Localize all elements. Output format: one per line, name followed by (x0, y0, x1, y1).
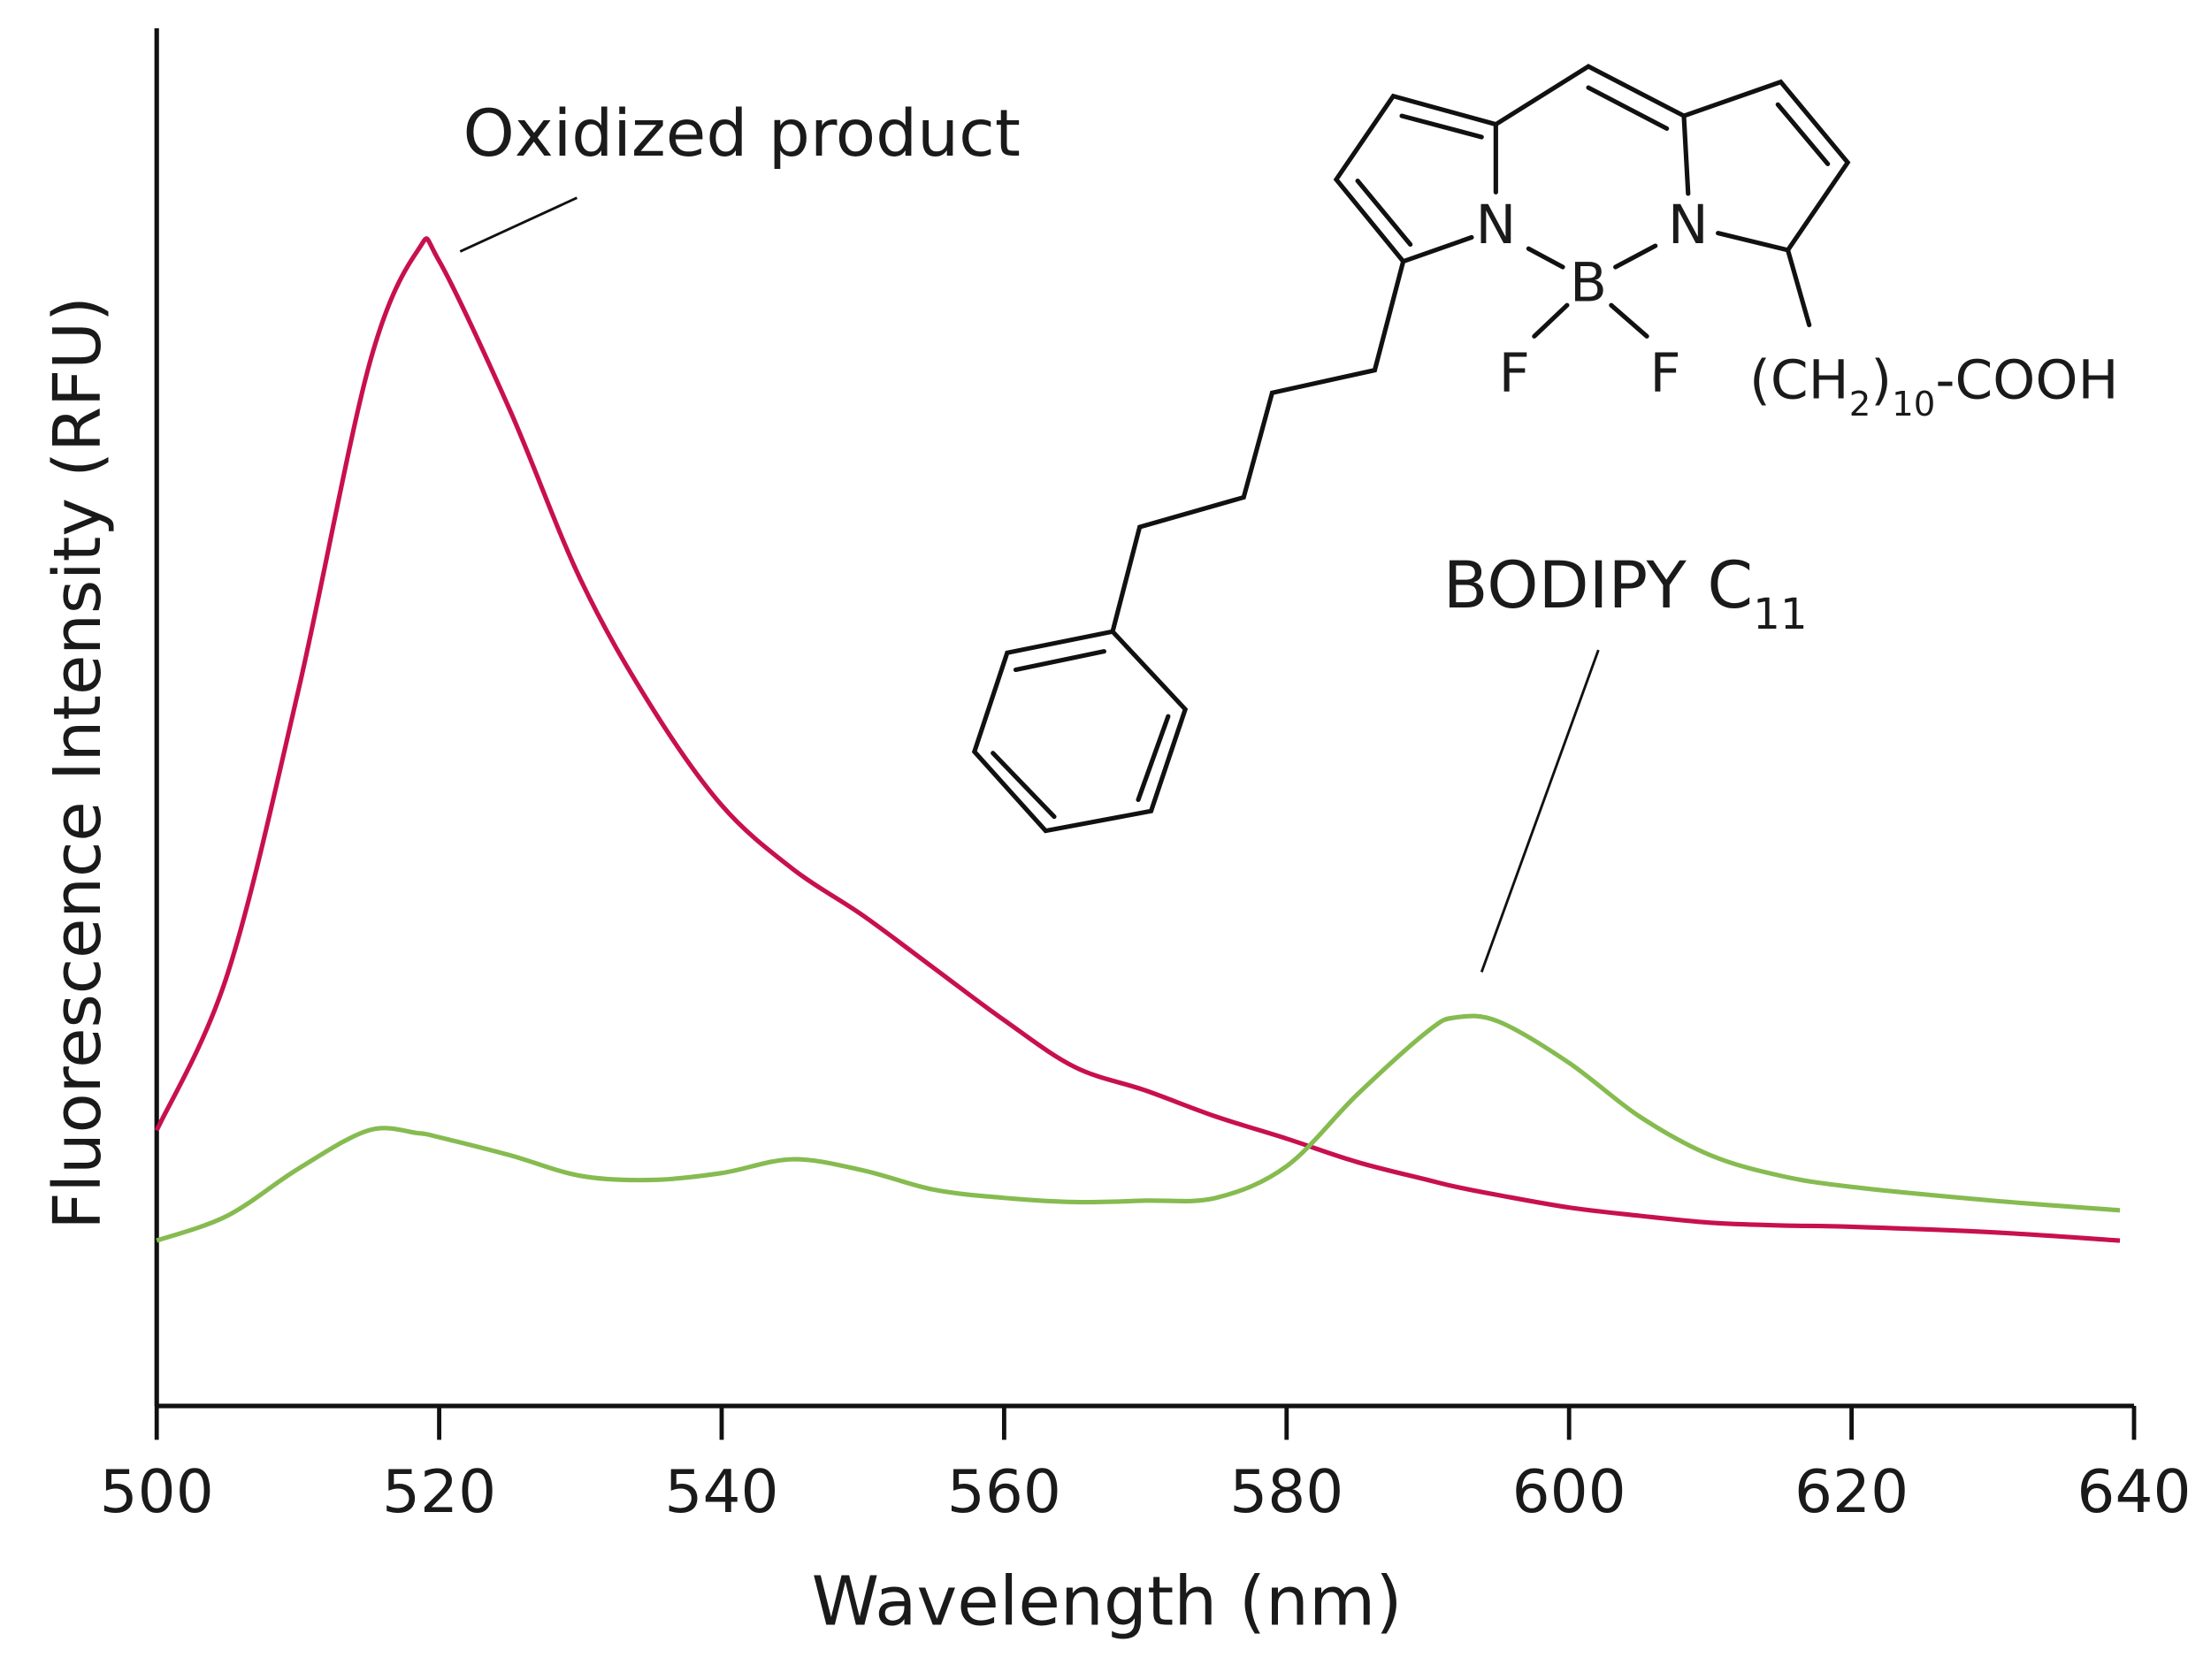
plot-area: N N B F F (CH2)10-COOH Oxidized product … (39, 27, 2192, 1642)
annotation: BODIPY C11 (1443, 547, 1808, 639)
leader-line (459, 196, 578, 253)
x-axis-title: Wavelength (nm) (812, 1563, 1403, 1642)
leader-line (1480, 649, 1600, 973)
x-tick-label: 620 (1794, 1456, 1909, 1526)
line-series (156, 1013, 2121, 1243)
x-tick-label: 580 (1229, 1456, 1343, 1526)
x-tick-label: 600 (1512, 1456, 1626, 1526)
molecule: N N B F F (CH2)10-COOH (971, 64, 2119, 834)
subscript: 10 (1892, 385, 1935, 424)
text: BODIPY C (1443, 547, 1753, 623)
x-tick-label: 560 (947, 1456, 1061, 1526)
x-tick-label: 520 (382, 1456, 496, 1526)
subscript: 11 (1753, 590, 1807, 639)
annotation: Oxidized product (463, 95, 1021, 172)
x-tick-label: 540 (664, 1456, 778, 1526)
text: ) (1871, 349, 1892, 412)
x-tick-label: 500 (100, 1456, 214, 1526)
atom-label: F (1649, 342, 1680, 405)
atom-label: N (1668, 194, 1709, 256)
text: -COOH (1935, 349, 2118, 412)
atom-label: F (1499, 342, 1530, 405)
line-series (154, 236, 2121, 1243)
atom-label: N (1475, 194, 1516, 256)
subscript: 2 (1849, 385, 1871, 424)
substituent-label: (CH2)10-COOH (1749, 349, 2118, 424)
text: (CH (1749, 349, 1849, 412)
x-tick-label: 640 (2077, 1456, 2191, 1526)
y-axis-title: Fluorescence Intensity (RFU) (39, 296, 115, 1229)
atom-label: B (1570, 252, 1607, 315)
